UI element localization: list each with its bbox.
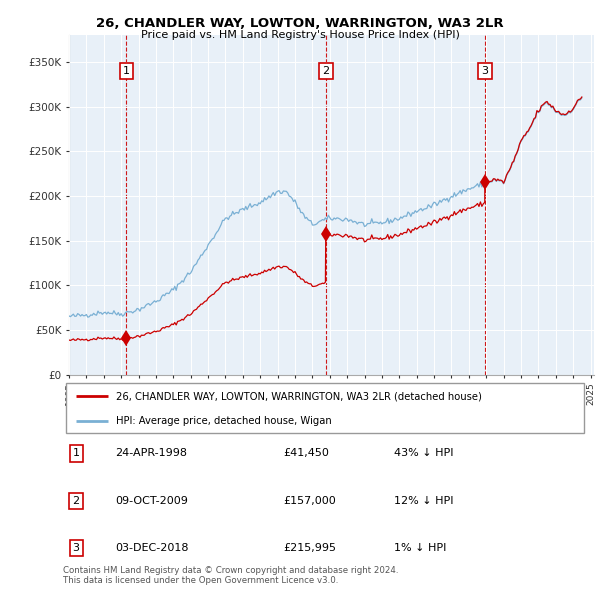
Text: £41,450: £41,450 (284, 448, 329, 458)
Text: HPI: Average price, detached house, Wigan: HPI: Average price, detached house, Wiga… (115, 416, 331, 425)
Text: 26, CHANDLER WAY, LOWTON, WARRINGTON, WA3 2LR (detached house): 26, CHANDLER WAY, LOWTON, WARRINGTON, WA… (115, 391, 481, 401)
Text: 26, CHANDLER WAY, LOWTON, WARRINGTON, WA3 2LR: 26, CHANDLER WAY, LOWTON, WARRINGTON, WA… (96, 17, 504, 30)
Text: 1% ↓ HPI: 1% ↓ HPI (394, 543, 446, 553)
Text: 1: 1 (73, 448, 80, 458)
Text: 09-OCT-2009: 09-OCT-2009 (115, 496, 188, 506)
Text: Contains HM Land Registry data © Crown copyright and database right 2024.: Contains HM Land Registry data © Crown c… (63, 566, 398, 575)
Text: 24-APR-1998: 24-APR-1998 (115, 448, 187, 458)
Text: 43% ↓ HPI: 43% ↓ HPI (394, 448, 453, 458)
Text: 2: 2 (73, 496, 80, 506)
Text: This data is licensed under the Open Government Licence v3.0.: This data is licensed under the Open Gov… (63, 576, 338, 585)
Text: 3: 3 (481, 66, 488, 76)
Text: 1: 1 (123, 66, 130, 76)
Text: £215,995: £215,995 (284, 543, 337, 553)
Text: Price paid vs. HM Land Registry's House Price Index (HPI): Price paid vs. HM Land Registry's House … (140, 30, 460, 40)
Text: 12% ↓ HPI: 12% ↓ HPI (394, 496, 453, 506)
Text: 03-DEC-2018: 03-DEC-2018 (115, 543, 189, 553)
Text: 3: 3 (73, 543, 80, 553)
Text: £157,000: £157,000 (284, 496, 336, 506)
FancyBboxPatch shape (65, 383, 584, 432)
Text: 2: 2 (322, 66, 329, 76)
